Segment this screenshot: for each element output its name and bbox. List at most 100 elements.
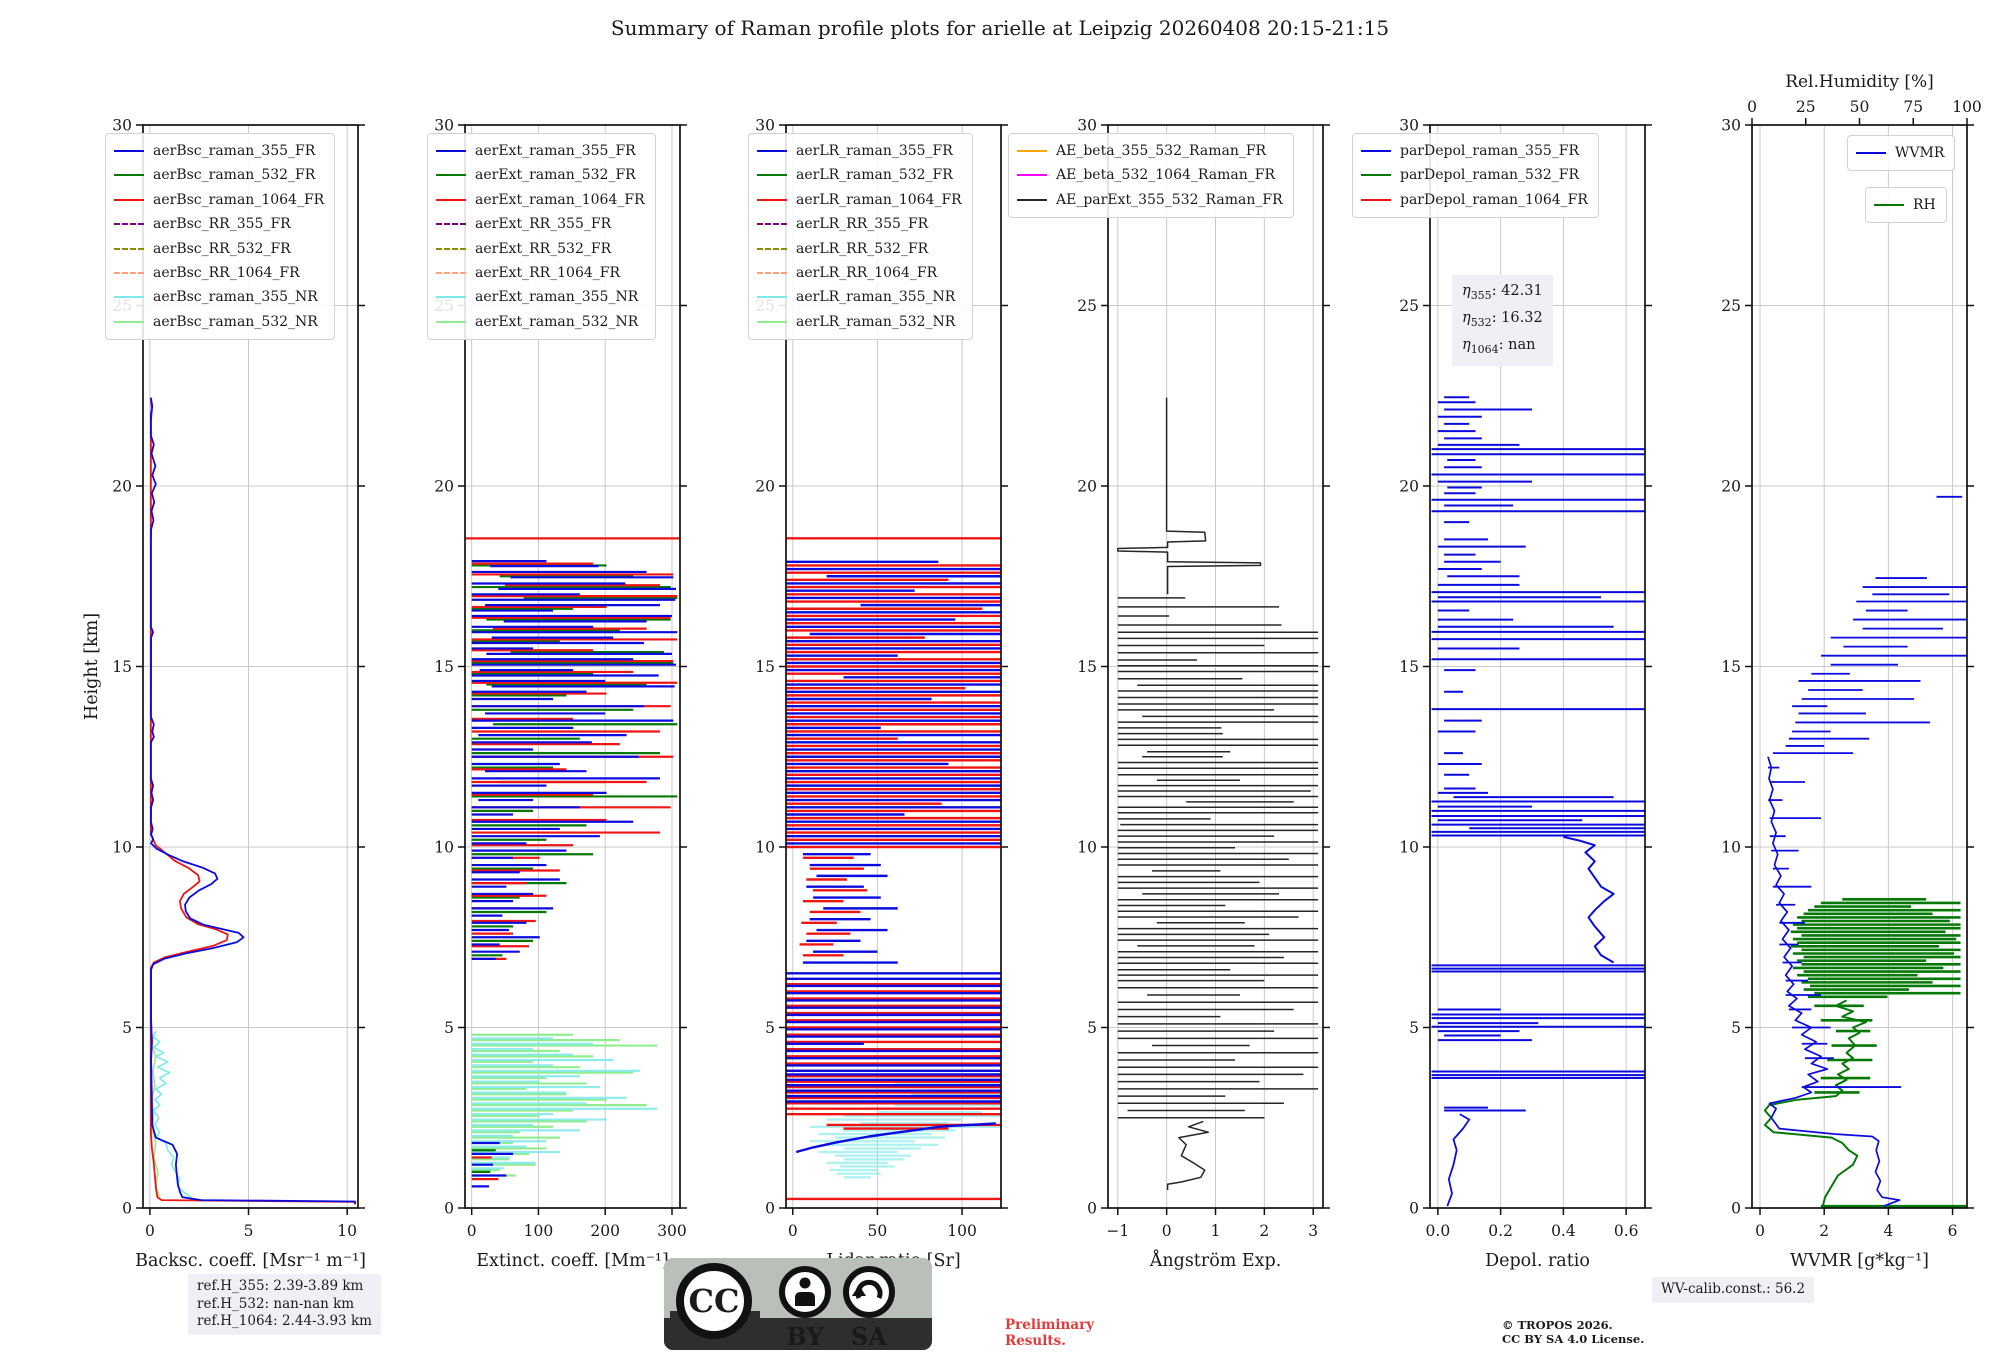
legend-line-icon [114, 296, 144, 299]
x-axis-label: Depol. ratio [1485, 1251, 1590, 1271]
legend-line-icon [1361, 150, 1391, 152]
series-AE_parExt_upper [1117, 397, 1262, 595]
legend-entry: RH [1874, 193, 1936, 217]
legend-line-icon [436, 150, 466, 152]
legend-entry: aerBsc_RR_355_FR [114, 212, 324, 236]
legend-entry: aerBsc_raman_532_NR [114, 310, 324, 334]
x-tick-label: 0 [145, 1222, 155, 1240]
y-tick-label: 20 [1077, 478, 1097, 496]
legend-label: aerExt_raman_355_FR [475, 143, 636, 159]
legend-line-icon [114, 272, 144, 275]
y-tick-label: 0 [1087, 1200, 1097, 1218]
legend-entry: aerExt_raman_355_NR [436, 285, 645, 309]
legend-label: aerBsc_RR_355_FR [153, 216, 291, 233]
series-aerLR_raman_355_FR_low [795, 1122, 996, 1154]
y-tick-label: 25 [1077, 297, 1097, 315]
legend-entry: aerBsc_raman_532_FR [114, 163, 324, 187]
x-axis-label: Ångström Exp. [1149, 1250, 1282, 1271]
legend-label: RH [1913, 197, 1936, 213]
legend-entry: AE_parExt_355_532_Raman_FR [1017, 188, 1283, 212]
legend-entry: WVMR [1856, 141, 1944, 165]
series-WVMR_spikes [1768, 495, 1967, 1088]
y-tick-label: 5 [1731, 1019, 1741, 1037]
lidar-ratio-plot: 050100051015202530Lidar ratio [Sr] [755, 117, 1008, 1271]
x-tick-label: 2 [1259, 1222, 1269, 1240]
x-tick-label: 100 [947, 1222, 977, 1240]
x-tick-label: 10 [337, 1222, 357, 1240]
x-tick-label: 5 [244, 1222, 254, 1240]
legend-label: parDepol_raman_355_FR [1400, 143, 1580, 159]
cc-by-label: BY [787, 1322, 825, 1351]
y-tick-label: 0 [122, 1200, 132, 1218]
y-tick-label: 25 [1399, 297, 1419, 315]
legend-label: aerExt_raman_532_FR [475, 167, 636, 184]
legend-entry: aerExt_raman_532_NR [436, 310, 645, 334]
top-axis-label: Rel.Humidity [%] [1785, 72, 1934, 92]
legend-entry: aerBsc_RR_532_FR [114, 237, 324, 261]
cc-by-sa-icon: CC BY SA [664, 1258, 932, 1351]
y-tick-label: 15 [434, 658, 454, 676]
legend-entry: aerBsc_raman_1064_FR [114, 188, 324, 212]
y-tick-label: 5 [1409, 1019, 1419, 1037]
legend-line-icon [1017, 150, 1047, 152]
y-tick-label: 15 [1399, 658, 1419, 676]
x-tick-label: 0.0 [1426, 1222, 1451, 1240]
legend-line-icon [436, 247, 466, 250]
legend-label: aerLR_raman_532_FR [796, 167, 953, 184]
x-axis-label: Backsc. coeff. [Msr⁻¹ m⁻¹] [135, 1251, 366, 1271]
y-tick-label: 5 [765, 1019, 775, 1037]
series-AE_parExt_spikes [1117, 597, 1319, 1119]
legend-line-icon [1874, 204, 1904, 206]
x-tick-label: 0 [467, 1222, 477, 1240]
legend-label: aerBsc_RR_1064_FR [153, 265, 300, 282]
top-tick-label: 75 [1903, 98, 1923, 116]
x-tick-label: 50 [868, 1222, 888, 1240]
legend-line-icon [436, 223, 466, 226]
series-aerBsc_raman_532_NR [151, 1034, 161, 1198]
series-aerBsc_raman_355_FR [150, 397, 356, 1204]
legend-entry: aerLR_raman_532_NR [757, 310, 962, 334]
y-tick-label: 30 [1077, 117, 1097, 135]
legend-entry: AE_beta_355_532_Raman_FR [1017, 139, 1283, 163]
panel-depol: 0.0 0.2 0.4 0.6 0 5 10 15 20 25 30 Depol. ratio parD… [1352, 65, 1670, 1288]
legend-label: aerBsc_raman_1064_FR [153, 191, 325, 208]
y-tick-label: 5 [122, 1019, 132, 1037]
x-axis-label: Extinct. coeff. [Mm⁻¹] [476, 1251, 669, 1271]
legend-entry: parDepol_raman_1064_FR [1361, 188, 1588, 212]
legend-label: AE_beta_532_1064_Raman_FR [1056, 167, 1276, 184]
legend-label: parDepol_raman_532_FR [1400, 167, 1580, 184]
series-parDepol_355_spikes [1431, 396, 1645, 1112]
legend-label: aerLR_raman_355_NR [796, 289, 956, 306]
top-tick-label: 0 [1747, 98, 1757, 116]
legend-label: aerLR_raman_532_NR [796, 313, 956, 330]
legend-label: aerExt_raman_355_NR [475, 289, 639, 306]
x-tick-label: 100 [524, 1222, 554, 1240]
y-tick-label: 5 [444, 1019, 454, 1037]
x-tick-label: 6 [1948, 1222, 1958, 1240]
y-tick-label: 10 [112, 839, 132, 857]
y-tick-label: 20 [112, 478, 132, 496]
y-tick-label: 20 [434, 478, 454, 496]
panel-angstrom: −1 0 1 2 3 0 5 10 15 20 25 30 Ångström Exp. AE_beta_3… [1008, 65, 1348, 1288]
legend-label: aerExt_raman_1064_FR [475, 191, 645, 208]
legend-label: aerLR_RR_355_FR [796, 216, 929, 233]
legend-entry: aerBsc_raman_355_FR [114, 139, 324, 163]
legend-label: aerBsc_raman_355_FR [153, 143, 316, 159]
legend-label: aerExt_raman_532_NR [475, 313, 639, 330]
ref-h-355: ref.H_355: 2.39-3.89 km [197, 1278, 364, 1294]
top-tick-label: 25 [1796, 98, 1816, 116]
legend-line-icon [1856, 152, 1886, 154]
x-tick-label: 0.4 [1551, 1222, 1576, 1240]
x-tick-label: 2 [1819, 1222, 1829, 1240]
y-tick-label: 20 [755, 478, 775, 496]
legend-entry: aerExt_RR_532_FR [436, 237, 645, 261]
tropos-copyright: © TROPOS 2026. CC BY SA 4.0 License. [1502, 1318, 1644, 1346]
y-tick-label: 10 [1721, 839, 1741, 857]
y-tick-label: 25 [1721, 297, 1741, 315]
series-WVMR_line [1767, 756, 1901, 1207]
legend-entry: AE_beta_532_1064_Raman_FR [1017, 163, 1283, 187]
series-parDepol_355_low [1446, 1113, 1471, 1207]
eta-value: η1064: nan [1462, 336, 1536, 356]
legend-line-icon [757, 198, 787, 201]
